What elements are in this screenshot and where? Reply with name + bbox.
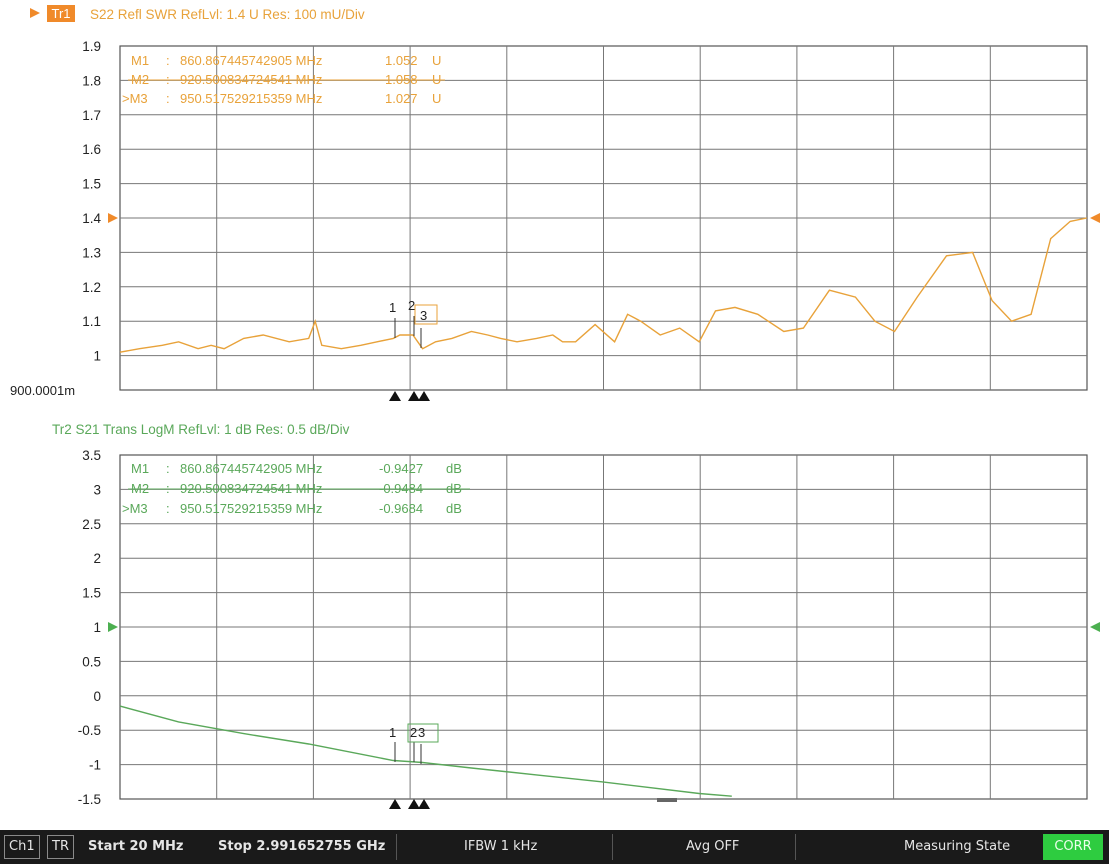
marker-unit: U: [432, 53, 441, 68]
trace-line: [119, 217, 1087, 353]
trace1-markers: 1 2 3: [389, 298, 438, 401]
marker-sep: :: [166, 53, 170, 68]
marker-2-label: 2: [408, 298, 415, 313]
marker-1-label: 1: [389, 300, 396, 315]
scroll-indicator[interactable]: [657, 798, 677, 802]
marker-3-triangle-icon[interactable]: [418, 391, 430, 401]
marker-unit: dB: [446, 461, 462, 476]
trace1-badge-label: Tr1: [51, 6, 70, 21]
y-tick-label: 2.5: [82, 517, 101, 532]
marker-3-triangle-icon[interactable]: [418, 799, 430, 809]
y-tick-label: -0.5: [78, 723, 101, 738]
divider: [795, 834, 796, 860]
trace2-title[interactable]: Tr2 S21 Trans LogM RefLvl: 1 dB Res: 0.5…: [52, 422, 350, 437]
trace2-markers: 1 2 3: [389, 723, 677, 809]
stop-frequency[interactable]: Stop 2.991652755 GHz: [218, 839, 386, 854]
marker-sep: :: [166, 91, 170, 106]
y-tick-label: 1: [93, 620, 101, 635]
marker-name: >M3: [122, 501, 148, 516]
y-tick-label: 1.8: [82, 73, 101, 88]
marker-value: 1.027: [385, 91, 418, 106]
trace2-y-axis: 3.5 3 2.5 2 1.5 1 0.5 0 -0.5 -1 -1.5: [78, 448, 101, 807]
trace2-marker-row[interactable]: M1 : 860.867445742905 MHz -0.9427 dB: [131, 461, 462, 476]
trace2-ref-right-icon[interactable]: [1090, 622, 1100, 632]
marker-value: 1.052: [385, 53, 418, 68]
marker-name: M1: [131, 53, 149, 68]
marker-unit: U: [432, 91, 441, 106]
trace1-ref-right-icon[interactable]: [1090, 213, 1100, 223]
y-tick-label: 1.6: [82, 142, 101, 157]
trace1-marker-table: M1 : 860.867445742905 MHz 1.052 U M2 : 9…: [122, 53, 445, 106]
measuring-state: Measuring State: [904, 839, 1011, 854]
trace1-badge[interactable]: [47, 5, 75, 22]
marker-unit: dB: [446, 501, 462, 516]
marker-value: -0.9427: [379, 461, 423, 476]
marker-name: M1: [131, 461, 149, 476]
marker-freq: 860.867445742905 MHz: [180, 461, 322, 476]
trace2-marker-table: M1 : 860.867445742905 MHz -0.9427 dB M2 …: [122, 461, 470, 516]
trace1-bottom-label: 900.0001m: [10, 383, 75, 398]
correction-indicator[interactable]: CORR: [1043, 834, 1103, 860]
trace1-header[interactable]: Tr1 S22 Refl SWR RefLvl: 1.4 U Res: 100 …: [30, 5, 365, 22]
marker-value: -0.9684: [379, 501, 423, 516]
trace1-marker-row[interactable]: M1 : 860.867445742905 MHz 1.052 U: [131, 53, 441, 68]
trace1-ref-left-icon[interactable]: [108, 213, 118, 223]
y-tick-label: 1: [93, 349, 101, 364]
marker-1-label: 1: [389, 725, 396, 740]
averaging-setting[interactable]: Avg OFF: [686, 839, 740, 854]
trace1-grid: [120, 46, 1087, 390]
mode-indicator[interactable]: TR: [47, 835, 74, 859]
trace1-title: S22 Refl SWR RefLvl: 1.4 U Res: 100 mU/D…: [90, 7, 365, 22]
marker-1-triangle-icon[interactable]: [389, 391, 401, 401]
ifbw-setting[interactable]: IFBW 1 kHz: [464, 839, 538, 854]
marker-2-label: 2: [410, 725, 417, 740]
y-tick-label: 1.4: [82, 211, 101, 226]
y-tick-label: 0.5: [82, 654, 101, 669]
marker-sep: :: [166, 501, 170, 516]
channel-indicator[interactable]: Ch1: [4, 835, 40, 859]
trace1-active-arrow-icon: [30, 8, 40, 18]
marker-freq: 950.517529215359 MHz: [180, 501, 322, 516]
y-tick-label: 0: [93, 689, 101, 704]
y-tick-label: -1: [89, 758, 101, 773]
marker-sep: :: [166, 461, 170, 476]
y-tick-label: 3.5: [82, 448, 101, 463]
y-tick-label: 1.7: [82, 108, 101, 123]
trace2-curve: [119, 705, 732, 797]
y-tick-label: 1.5: [82, 586, 101, 601]
y-tick-label: 1.5: [82, 177, 101, 192]
start-frequency[interactable]: Start 20 MHz: [88, 839, 184, 854]
y-tick-label: 1.2: [82, 280, 101, 295]
trace-line: [119, 705, 732, 797]
marker-3-label: 3: [418, 725, 425, 740]
marker-3-box[interactable]: [407, 723, 439, 743]
trace1-marker-row[interactable]: >M3 : 950.517529215359 MHz 1.027 U: [122, 91, 441, 106]
divider: [396, 834, 397, 860]
trace1-curve: [119, 217, 1087, 353]
marker-2-triangle-icon[interactable]: [408, 799, 420, 809]
y-tick-label: 3: [93, 482, 101, 497]
trace2-marker-row[interactable]: >M3 : 950.517529215359 MHz -0.9684 dB: [122, 501, 462, 516]
y-tick-label: 1.3: [82, 245, 101, 260]
status-bar: Ch1 TR Start 20 MHz Stop 2.991652755 GHz…: [0, 830, 1109, 864]
y-tick-label: -1.5: [78, 792, 101, 807]
marker-name: >M3: [122, 91, 148, 106]
marker-3-label: 3: [420, 308, 427, 323]
marker-1-triangle-icon[interactable]: [389, 799, 401, 809]
trace1-y-axis: 1.9 1.8 1.7 1.6 1.5 1.4 1.3 1.2 1.1 1: [82, 39, 101, 364]
y-tick-label: 1.1: [82, 314, 101, 329]
marker-freq: 950.517529215359 MHz: [180, 91, 322, 106]
marker-freq: 860.867445742905 MHz: [180, 53, 322, 68]
marker-3-box[interactable]: [414, 304, 438, 325]
y-tick-label: 2: [93, 551, 101, 566]
marker-2-triangle-icon[interactable]: [408, 391, 420, 401]
y-tick-label: 1.9: [82, 39, 101, 54]
trace2-ref-left-icon[interactable]: [108, 622, 118, 632]
divider: [612, 834, 613, 860]
